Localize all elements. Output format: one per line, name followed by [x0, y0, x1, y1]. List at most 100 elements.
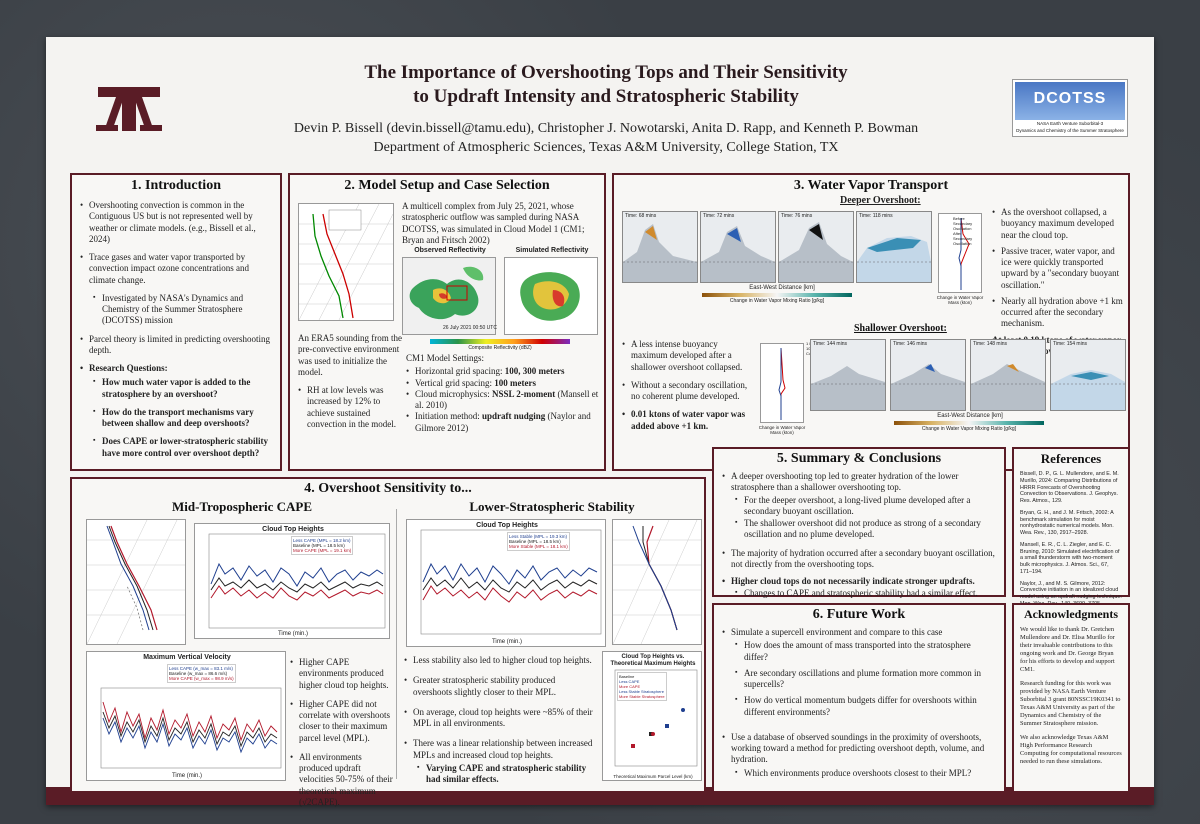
- cth-time-label: Time (min.): [277, 631, 309, 637]
- shallow-note: Without a secondary oscillation, no cohe…: [622, 380, 756, 403]
- observed-reflectivity-map: [402, 257, 496, 335]
- stability-cloud-top-plot: Cloud Top Heights Less Stable (MPL = 19.…: [406, 519, 606, 647]
- cape-note: Higher CAPE did not correlate with overs…: [290, 699, 394, 744]
- reference-list: Bissell, D. P., G. L. Mullendore, and E.…: [1014, 467, 1128, 612]
- cape-legend: Less CAPE (MPL = 18.2 km) Baseline (MPL =…: [291, 536, 354, 555]
- intro-sub-bullet: Investigated by NASA's Dynamics and Chem…: [80, 293, 272, 327]
- shallow-note-highlight: 0.01 ktons of water vapor was added abov…: [622, 409, 756, 432]
- cross-section-panel: Time: 72 mins: [700, 211, 776, 283]
- simulated-reflectivity-map: [504, 257, 598, 335]
- poster-title: The Importance of Overshooting Tops and …: [206, 61, 1006, 109]
- ack-paragraph: We would like to thank Dr. Gretchen Mull…: [1020, 626, 1115, 673]
- stab-time-label: Time (min.): [491, 639, 523, 645]
- dcotss-logo: DCOTSS NASA Earth Venture Suborbital-3 D…: [1012, 79, 1128, 137]
- panel-time: Time: 146 mins: [893, 341, 927, 347]
- deep-colorbar: [702, 293, 852, 297]
- panel-time: Time: 76 mins: [781, 213, 813, 219]
- shallow-overshoot-panels: Time: 144 mins Time: 146 mins Time: 148 …: [810, 339, 1126, 439]
- deeper-overshoot-title: Deeper Overshoot:: [840, 195, 921, 206]
- sensitivity-divider: [396, 509, 397, 779]
- summary-bullet: The majority of hydration occurred after…: [722, 548, 996, 571]
- shallow-xaxis-label: East-West Distance [km]: [937, 413, 1003, 419]
- deep-note: Nearly all hydration above +1 km occurre…: [992, 296, 1126, 330]
- ack-paragraph: We also acknowledge Texas A&M High Perfo…: [1020, 734, 1122, 765]
- model-rh-text: RH at low levels was increased by 12% to…: [307, 385, 396, 429]
- max-vertical-velocity-plot: Maximum Vertical Velocity Less CAPE (w_m…: [86, 651, 286, 781]
- section-future-work: 6. Future Work Simulate a supercell envi…: [712, 603, 1006, 793]
- cth-vs-title-1: Cloud Top Heights vs.: [621, 654, 685, 660]
- intro-bullet: Trace gases and water vapor transported …: [80, 252, 272, 286]
- stability-note: Greater stratospheric stability produced…: [404, 675, 594, 698]
- cape-notes: Higher CAPE environments produced higher…: [290, 657, 394, 815]
- panel-time: Time: 118 mins: [859, 213, 893, 219]
- dcotss-logo-sub1: NASA Earth Venture Suborbital-3: [1036, 121, 1104, 126]
- data-point: [665, 724, 669, 728]
- model-intro-text: A multicell complex from July 25, 2021, …: [402, 201, 585, 245]
- era5-sounding-plot: [298, 203, 394, 321]
- cth-title: Cloud Top Heights: [262, 526, 324, 533]
- section-acknowledgments: Acknowledgments We would like to thank D…: [1012, 603, 1130, 793]
- data-point: [651, 732, 655, 736]
- summary-sub-bullet: Changes to CAPE and stratospheric stabil…: [722, 588, 996, 599]
- shallow-profile-plot: [760, 343, 804, 423]
- cape-sounding-plot: [86, 519, 186, 645]
- future-bullet: Use a database of observed soundings in …: [722, 732, 996, 766]
- summary-sub-bullet: For the deeper overshoot, a long-lived p…: [722, 495, 996, 518]
- section-model-setup: 2. Model Setup and Case Selection A mult…: [288, 173, 606, 471]
- model-sounding-text-2: • RH at low levels was increased by 12% t…: [298, 385, 396, 429]
- intro-bullet: Research Questions:: [80, 363, 272, 375]
- title-line-2: to Updraft Intensity and Stratospheric S…: [413, 86, 799, 107]
- future-sub-bullet: Are secondary oscillations and plume for…: [722, 668, 996, 691]
- poster: The Importance of Overshooting Tops and …: [46, 37, 1154, 807]
- section-references: References Bissell, D. P., G. L. Mullend…: [1012, 447, 1130, 607]
- setting-microphysics: • Cloud microphysics: NSSL 2-moment (Mans…: [406, 388, 599, 410]
- cross-section-panel: Time: 118 mins: [856, 211, 932, 283]
- cth-vs-xlabel: Theoretical Maximum Parcel Level (km): [613, 774, 693, 779]
- section-introduction: 1. Introduction Overshooting convection …: [70, 173, 282, 471]
- future-list: Simulate a supercell environment and com…: [714, 623, 1004, 779]
- deep-colorbar-label: Change in Water Vapor Mixing Ratio [g/kg…: [729, 298, 825, 304]
- data-point: [631, 744, 635, 748]
- cross-section-panel: Time: 154 mins: [1050, 339, 1126, 411]
- cth-title-2: Cloud Top Heights: [476, 522, 538, 529]
- mvv-time-label: Time (min.): [171, 773, 203, 779]
- cross-section-panel: Time: 146 mins: [890, 339, 966, 411]
- cape-cloud-top-plot: Cloud Top Heights Less CAPE (MPL = 18.2 …: [194, 523, 390, 639]
- intro-list: Overshooting convection is common in the…: [72, 194, 280, 459]
- deep-note: Passive tracer, water vapor, and ice wer…: [992, 246, 1126, 291]
- mvv-title: Maximum Vertical Velocity: [143, 654, 231, 661]
- section-sensitivity: 4. Overshoot Sensitivity to... Mid-Tropo…: [70, 477, 706, 807]
- simulated-reflectivity-label: Simulated Reflectivity: [515, 247, 589, 254]
- dcotss-logo-image: [1015, 82, 1125, 120]
- future-sub-bullet: How does the amount of mass transported …: [722, 640, 996, 663]
- water-title: 3. Water Vapor Transport: [793, 178, 949, 193]
- deep-overshoot-panels: Time: 68 mins Time: 72 mins Time: 76 min…: [622, 211, 932, 304]
- ack-title: Acknowledgments: [1023, 607, 1118, 621]
- setting-initiation: • Initiation method: updraft nudging (Nay…: [406, 411, 591, 433]
- setting-horizontal: • Horizontal grid spacing: 100, 300 meter…: [406, 366, 565, 377]
- research-question: How much water vapor is added to the str…: [80, 377, 272, 400]
- references-title: References: [1040, 451, 1102, 466]
- poster-affiliation: Department of Atmospheric Sciences, Texa…: [373, 140, 839, 155]
- stability-legend: Less Stable (MPL = 19.3 km) Baseline (MPL…: [507, 532, 570, 551]
- deep-xaxis-label: East-West Distance [km]: [749, 285, 815, 291]
- dcotss-logo-text: DCOTSS: [1033, 90, 1107, 107]
- observed-time-label: 26 July 2021 00:50 UTC: [443, 325, 497, 331]
- dcotss-logo-sub2: Dynamics and Chemistry of the Summer Str…: [1016, 128, 1124, 133]
- data-point: [681, 708, 685, 712]
- intro-bullet: Overshooting convection is common in the…: [80, 200, 272, 245]
- cross-section-panel: Time: 76 mins: [778, 211, 854, 283]
- summary-sub-bullet: The shallower overshoot did not produce …: [722, 518, 996, 541]
- stability-sounding-plot: [612, 519, 702, 645]
- cape-title: Mid-Tropospheric CAPE: [172, 499, 312, 514]
- section-water-vapor: 3. Water Vapor Transport Deeper Overshoo…: [612, 173, 1130, 471]
- stability-notes: Less stability also led to higher cloud …: [404, 655, 594, 792]
- cth-vs-legend: Baseline Less CAPE More CAPE Less Stable St…: [617, 672, 667, 701]
- model-sounding-text-1: An ERA5 sounding from the pre-convective…: [298, 333, 402, 377]
- deep-note: As the overshoot collapsed, a buoyancy m…: [992, 207, 1126, 241]
- panel-time: Time: 144 mins: [813, 341, 847, 347]
- cape-note: All environments produced updraft veloci…: [290, 752, 394, 808]
- section-summary: 5. Summary & Conclusions A deeper oversh…: [712, 447, 1006, 599]
- cross-section-panel: Time: 148 mins: [970, 339, 1046, 411]
- cth-vs-title-2: Theoretical Maximum Heights: [610, 661, 696, 667]
